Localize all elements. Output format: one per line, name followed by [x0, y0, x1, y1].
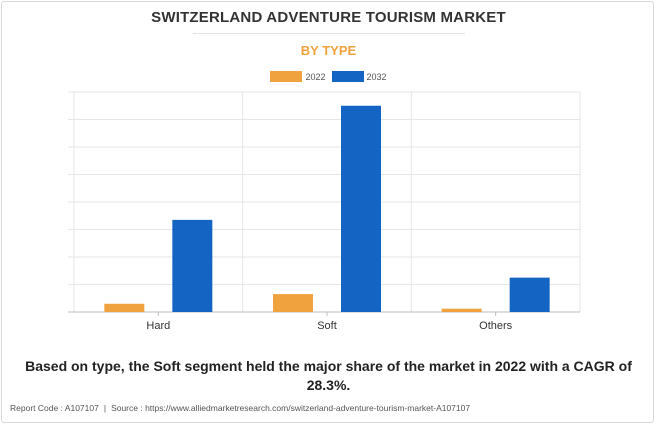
legend-label-2022: 2022 — [305, 71, 326, 82]
x-tick-label-soft: Soft — [317, 320, 337, 332]
x-tick-label-others: Others — [479, 320, 513, 332]
legend-item-2022[interactable]: 2022 — [270, 71, 326, 82]
bar-soft-2022 — [273, 294, 313, 312]
chart-title: SWITZERLAND ADVENTURE TOURISM MARKET — [151, 9, 506, 26]
bar-others-2032 — [509, 277, 550, 312]
title-divider — [193, 33, 465, 34]
legend-swatch-2032 — [331, 71, 364, 82]
bar-hard-2022 — [104, 303, 145, 312]
source-link[interactable]: Source : https://www.alliedmarketresearc… — [111, 403, 471, 413]
bar-others-2022 — [441, 308, 482, 312]
legend-label-2032: 2032 — [366, 71, 387, 82]
footer: Report Code : A107107 | Source : https://w… — [10, 403, 470, 413]
chart-subtitle: BY TYPE — [300, 43, 357, 58]
report-code: Report Code : A107107 — [10, 403, 99, 413]
footer-separator: | — [103, 403, 107, 413]
x-tick-label-hard: Hard — [146, 320, 170, 332]
legend-item-2032[interactable]: 2032 — [331, 71, 387, 82]
chart-caption: Based on type, the Soft segment held the… — [25, 358, 632, 393]
bar-soft-2032 — [341, 105, 381, 312]
bar-hard-2032 — [172, 219, 213, 312]
chart-legend: 2022 2032 — [0, 71, 657, 82]
legend-swatch-2022 — [270, 71, 303, 82]
